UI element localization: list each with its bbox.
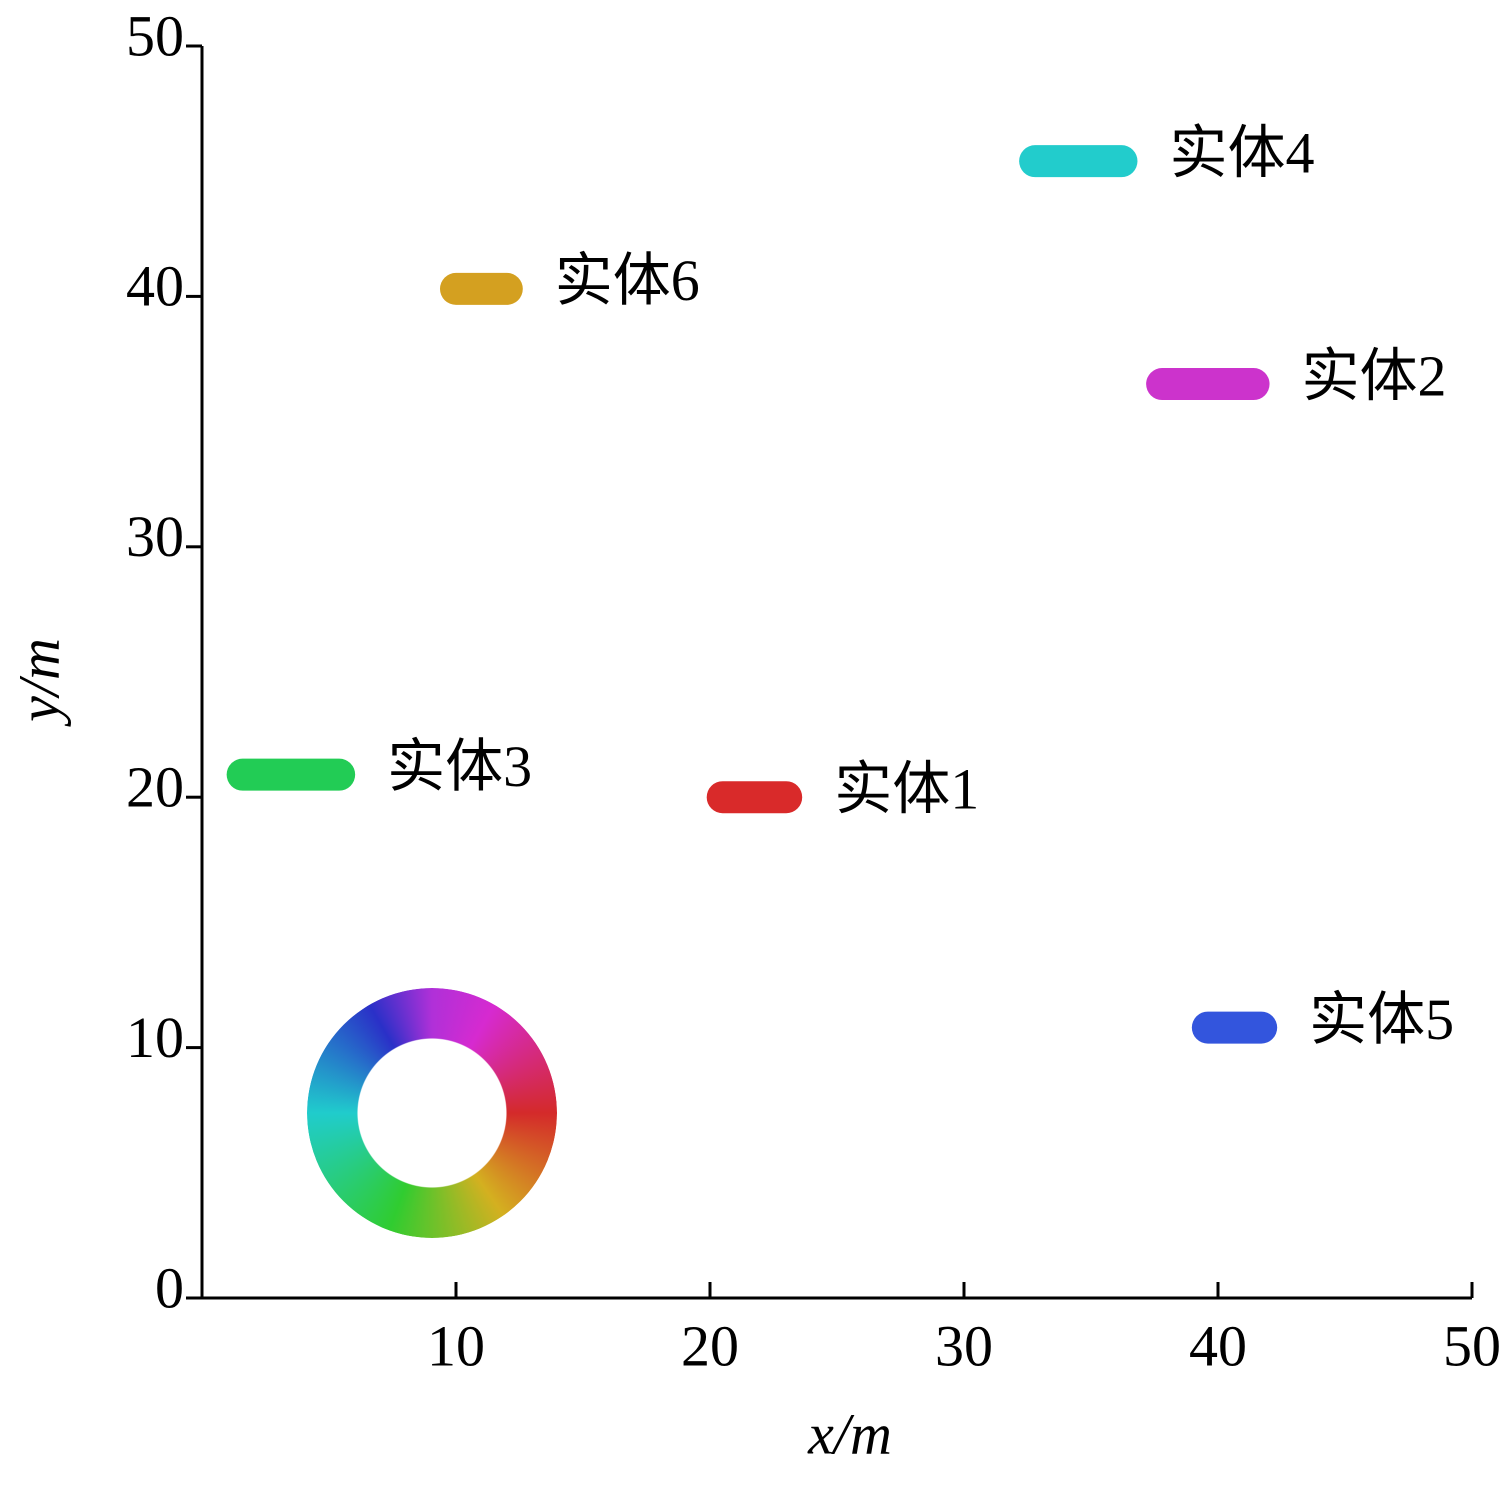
y-tick-label: 0 [155,1255,184,1320]
x-tick-label: 40 [1189,1313,1247,1378]
entity-label: 实体1 [834,757,979,822]
entity-label: 实体3 [387,734,532,799]
x-tick-label: 20 [681,1313,739,1378]
x-axis-label: x/m [807,1401,892,1466]
entity-label: 实体6 [555,248,700,313]
y-tick-label: 10 [126,1005,184,1070]
x-tick-label: 10 [427,1313,485,1378]
y-axis-label: y/m [6,638,71,727]
x-tick-label: 30 [935,1313,993,1378]
y-tick-label: 40 [126,254,184,319]
y-tick-label: 50 [126,3,184,68]
direction-color-wheel [307,988,557,1238]
entity-label: 实体4 [1169,120,1314,185]
y-tick-label: 20 [126,755,184,820]
y-tick-label: 30 [126,504,184,569]
entity-label: 实体2 [1302,343,1447,408]
entity-label: 实体5 [1309,987,1454,1052]
x-tick-label: 50 [1443,1313,1501,1378]
